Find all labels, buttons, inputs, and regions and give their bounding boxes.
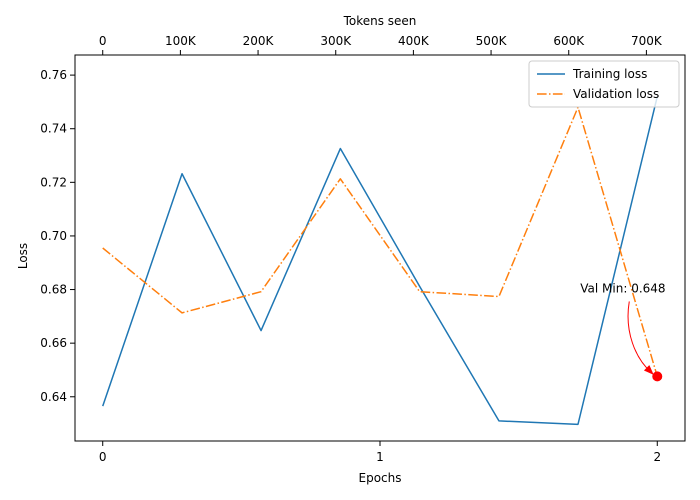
val-min-point (652, 371, 663, 382)
x2-tick-label: 400K (398, 34, 430, 48)
x2-tick-label: 500K (476, 34, 508, 48)
x2-axis-label: Tokens seen (343, 14, 417, 28)
series-line-training (102, 96, 658, 426)
x2-tick-label: 0 (99, 34, 107, 48)
y-tick-label: 0.72 (40, 175, 67, 189)
annotation-arrow (627, 301, 652, 373)
y-tick-label: 0.68 (40, 283, 67, 297)
legend-box (528, 60, 680, 108)
series-line-validation (102, 106, 658, 377)
x2-tick-label: 100K (165, 34, 197, 48)
x2-tick-label: 700K (631, 34, 663, 48)
y-tick-label: 0.66 (40, 336, 67, 350)
legend: Training loss Validation loss (528, 60, 680, 108)
y-tick-label: 0.74 (40, 122, 67, 136)
x-tick-label: 0 (99, 450, 107, 464)
x2-tick-label: 600K (553, 34, 585, 48)
annotation-label: Val Min: 0.648 (580, 281, 665, 295)
x-tick-label: 1 (376, 450, 384, 464)
x2-tick-label: 300K (320, 34, 352, 48)
x2-axis-title: Tokens seen (343, 14, 417, 28)
x-axis-label: Epochs (359, 471, 402, 485)
annotation-arrowhead (643, 364, 654, 375)
legend-label-training: Training loss (572, 67, 647, 81)
x-tick-label: 2 (653, 450, 661, 464)
plot-area: Val Min: 0.648 0 1 2 0 100K 200K 300K 400K 500K 60… (40, 34, 686, 464)
plot-frame (74, 54, 686, 442)
x2-tick-label: 200K (243, 34, 275, 48)
val-min-annotation: Val Min: 0.648 (580, 281, 666, 382)
y-tick-label: 0.70 (40, 229, 67, 243)
y-tick-label: 0.76 (40, 68, 67, 82)
y-tick-label: 0.64 (40, 390, 67, 404)
legend-label-validation: Validation loss (573, 87, 659, 101)
y-axis-label: Loss (16, 243, 30, 269)
